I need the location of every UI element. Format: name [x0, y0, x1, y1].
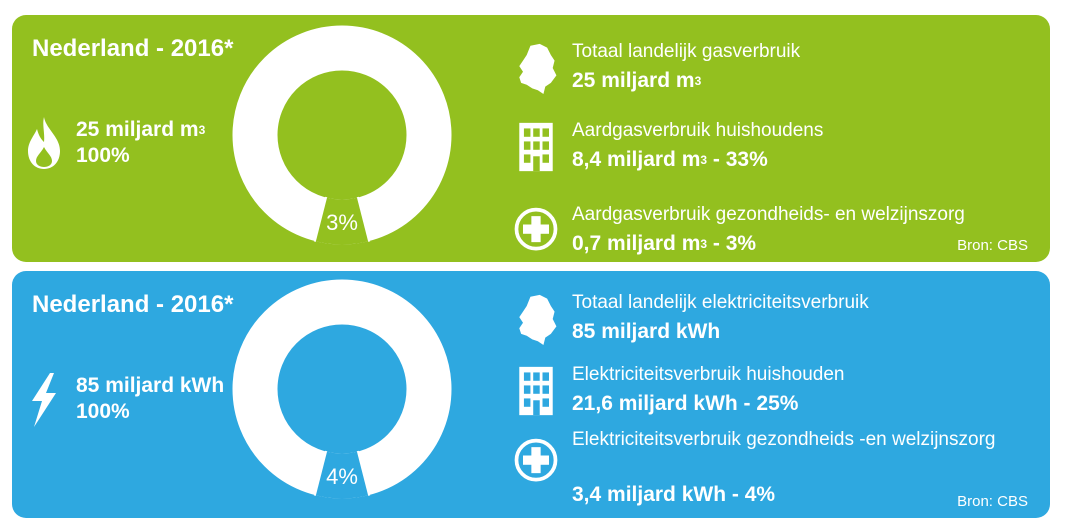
gas-item-total-value-sup: 3	[694, 74, 702, 88]
gas-source: Bron: CBS	[957, 237, 1028, 254]
donut-slice-0-0	[314, 197, 370, 245]
electricity-source: Bron: CBS	[957, 493, 1028, 510]
gas-total: 25 miljard m3 100%	[76, 117, 205, 169]
donut-slice-divider-1-0	[356, 450, 371, 496]
medical-cross-icon	[514, 438, 558, 482]
electricity-item-care-value-text: 3,4 miljard kWh - 4%	[572, 483, 776, 506]
gas-total-amount: 25 miljard m	[76, 118, 199, 141]
gas-item-care-value-text: 0,7 miljard m	[572, 232, 701, 255]
electricity-item-total-value-text: 85 miljard kWh	[572, 320, 721, 343]
netherlands-map-icon	[519, 294, 557, 345]
gas-donut-chart: 3%	[232, 25, 452, 245]
donut-slice-divider-0-1	[313, 196, 328, 242]
flame-icon	[28, 117, 60, 169]
electricity-item-care-label: Elektriciteitsverbruik gezondheids -en w…	[572, 429, 996, 450]
gas-item-care-value-suffix: - 3%	[707, 232, 757, 255]
gas-item-total-value: 25 miljard m3	[572, 68, 701, 94]
gas-panel-title: Nederland - 2016*	[32, 35, 234, 62]
gas-panel: Nederland - 2016* 25 miljard m3 100% 3% …	[12, 15, 1050, 262]
electricity-item-total-value: 85 miljard kWh	[572, 319, 720, 345]
gas-items: Totaal landelijk gasverbruik 25 miljard …	[504, 15, 1044, 262]
electricity-total: 85 miljard kWh 100%	[76, 373, 224, 425]
building-icon	[519, 122, 553, 172]
donut-slice-label-0: 3%	[326, 210, 358, 235]
donut-slice-label-1: 4%	[326, 464, 358, 489]
donut-slice-0-1	[232, 25, 452, 245]
netherlands-map-icon	[519, 43, 557, 94]
electricity-item-households-value-text: 21,6 miljard kWh - 25%	[572, 392, 799, 415]
lightning-icon	[32, 373, 56, 427]
gas-item-total-label: Totaal landelijk gasverbruik	[572, 41, 801, 62]
gas-item-care-value-sup: 3	[700, 237, 708, 251]
donut-slice-divider-1-1	[313, 450, 328, 496]
gas-item-care-label: Aardgasverbruik gezondheids- en welzijns…	[572, 204, 965, 225]
gas-item-households-value: 8,4 miljard m3 - 33%	[572, 147, 768, 173]
electricity-items: Totaal landelijk elektriciteitsverbruik …	[504, 271, 1044, 518]
electricity-total-percent: 100%	[76, 400, 130, 423]
medical-cross-icon	[514, 207, 558, 251]
electricity-panel-title: Nederland - 2016*	[32, 291, 234, 318]
donut-slice-divider-0-0	[356, 196, 371, 242]
electricity-item-care-value: 3,4 miljard kWh - 4%	[572, 482, 775, 508]
gas-total-unit-sup: 3	[198, 123, 206, 137]
electricity-panel: Nederland - 2016* 85 miljard kWh 100% 4%…	[12, 271, 1050, 518]
gas-total-percent: 100%	[76, 144, 130, 167]
electricity-total-amount: 85 miljard kWh	[76, 374, 225, 397]
building-icon	[519, 366, 553, 416]
electricity-donut-chart: 4%	[232, 279, 452, 499]
gas-item-households-value-suffix: - 33%	[707, 148, 768, 171]
electricity-item-households-value: 21,6 miljard kWh - 25%	[572, 391, 798, 417]
gas-item-total-value-text: 25 miljard m	[572, 69, 695, 92]
donut-slice-1-0	[314, 451, 370, 499]
gas-item-households-label: Aardgasverbruik huishoudens	[572, 120, 824, 141]
electricity-item-households-label: Elektriciteitsverbruik huishouden	[572, 364, 845, 385]
donut-slice-1-1	[232, 279, 452, 499]
electricity-item-total-label: Totaal landelijk elektriciteitsverbruik	[572, 292, 869, 313]
gas-item-care-value: 0,7 miljard m3 - 3%	[572, 231, 756, 257]
gas-item-households-value-sup: 3	[700, 153, 708, 167]
gas-item-households-value-text: 8,4 miljard m	[572, 148, 701, 171]
